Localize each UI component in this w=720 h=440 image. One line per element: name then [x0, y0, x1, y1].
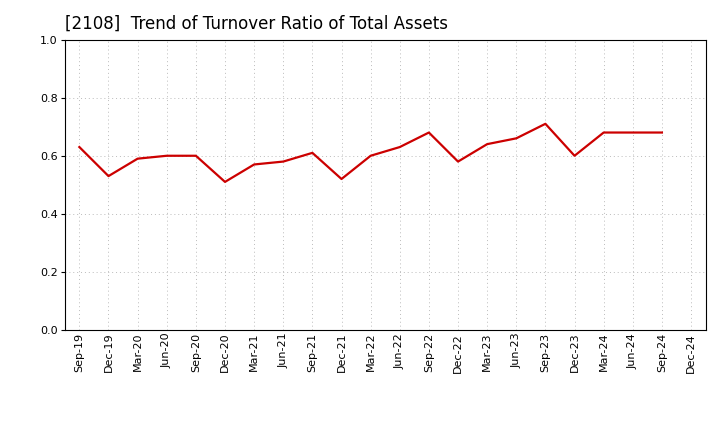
- Text: [2108]  Trend of Turnover Ratio of Total Assets: [2108] Trend of Turnover Ratio of Total …: [65, 15, 448, 33]
